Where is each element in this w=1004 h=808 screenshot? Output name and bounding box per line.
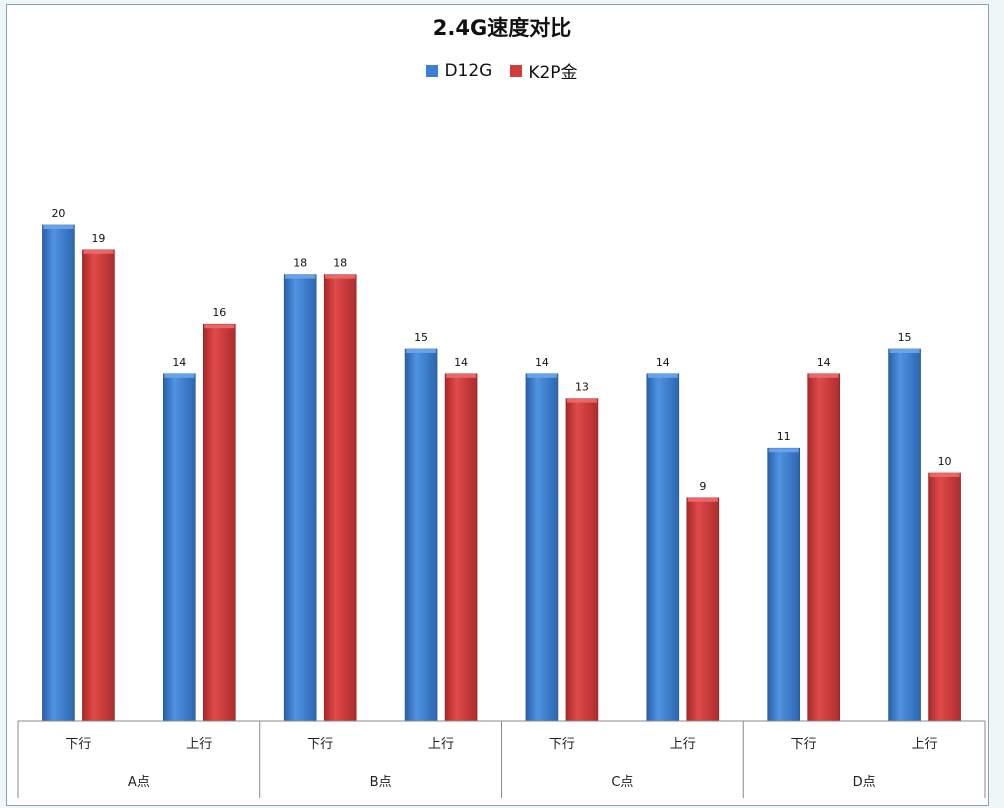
bar-k2p-3 (444, 373, 478, 722)
bar-top-k2p-2 (325, 274, 356, 279)
data-label: 14 (817, 356, 831, 369)
group-label-2: C点 (611, 775, 633, 790)
tick-label-1: 上行 (186, 737, 212, 752)
bar-top-k2p-0 (83, 249, 114, 254)
bar-top-d12g-7 (889, 349, 920, 353)
data-label: 14 (172, 356, 186, 369)
bar-k2p-4 (565, 398, 599, 722)
data-label: 10 (938, 455, 952, 468)
bar-top-k2p-3 (446, 373, 477, 378)
group-label-1: B点 (370, 775, 392, 790)
bar-k2p-5 (686, 497, 720, 722)
data-label: 14 (535, 356, 549, 369)
data-label: 18 (293, 257, 307, 270)
bar-k2p-0 (82, 249, 115, 722)
bar-top-d12g-2 (285, 274, 316, 279)
tick-label-6: 下行 (791, 737, 817, 752)
legend-swatch-d12g (426, 64, 439, 77)
data-label: 20 (51, 207, 65, 220)
bar-k2p-2 (323, 274, 357, 722)
bar-d12g-0 (42, 224, 75, 722)
data-label: 14 (656, 356, 670, 369)
bar-d12g-7 (888, 348, 921, 722)
bar-d12g-4 (525, 373, 559, 722)
bar-d12g-2 (283, 274, 317, 722)
group-label-3: D点 (853, 775, 876, 790)
bar-top-d12g-6 (768, 448, 799, 453)
data-label: 16 (212, 306, 226, 319)
chart-legend: D12G K2P金 (0, 58, 1004, 83)
chart-title: 2.4G速度对比 (432, 16, 572, 40)
bar-top-d12g-5 (647, 373, 678, 378)
data-label: 13 (575, 381, 589, 394)
data-label: 15 (898, 331, 912, 344)
tick-label-2: 下行 (307, 737, 333, 752)
bar-top-d12g-4 (526, 373, 557, 378)
tick-label-7: 上行 (912, 737, 938, 752)
bar-d12g-3 (404, 348, 438, 722)
bar-top-d12g-0 (43, 225, 74, 229)
data-label: 11 (777, 430, 791, 443)
bar-d12g-5 (646, 373, 680, 722)
data-label: 14 (454, 356, 468, 369)
bar-top-k2p-5 (687, 497, 718, 502)
tick-label-0: 下行 (65, 737, 91, 752)
bar-d12g-1 (163, 373, 196, 722)
bar-top-k2p-4 (566, 398, 597, 403)
legend-label-d12g: D12G (444, 60, 493, 81)
legend-label-k2p: K2P金 (528, 63, 578, 83)
data-label: 18 (333, 257, 347, 270)
group-label-0: A点 (128, 775, 150, 790)
tick-label-3: 上行 (428, 737, 454, 752)
bar-top-k2p-6 (808, 373, 839, 378)
legend-item-k2p: K2P金 (510, 58, 578, 83)
legend-swatch-k2p (510, 64, 523, 77)
bar-top-d12g-1 (164, 373, 195, 378)
data-label: 15 (414, 331, 428, 344)
legend-item-d12g: D12G (426, 58, 492, 83)
bar-top-d12g-3 (406, 349, 437, 353)
bar-k2p-7 (928, 472, 961, 722)
bar-top-k2p-7 (929, 473, 960, 477)
data-label: 9 (699, 480, 706, 493)
bar-top-k2p-1 (204, 324, 235, 329)
bar-k2p-1 (203, 323, 236, 722)
tick-label-4: 下行 (549, 737, 575, 752)
tick-label-5: 上行 (670, 737, 696, 752)
data-label: 19 (91, 232, 105, 245)
bar-k2p-6 (807, 373, 840, 722)
bar-d12g-6 (767, 447, 800, 722)
